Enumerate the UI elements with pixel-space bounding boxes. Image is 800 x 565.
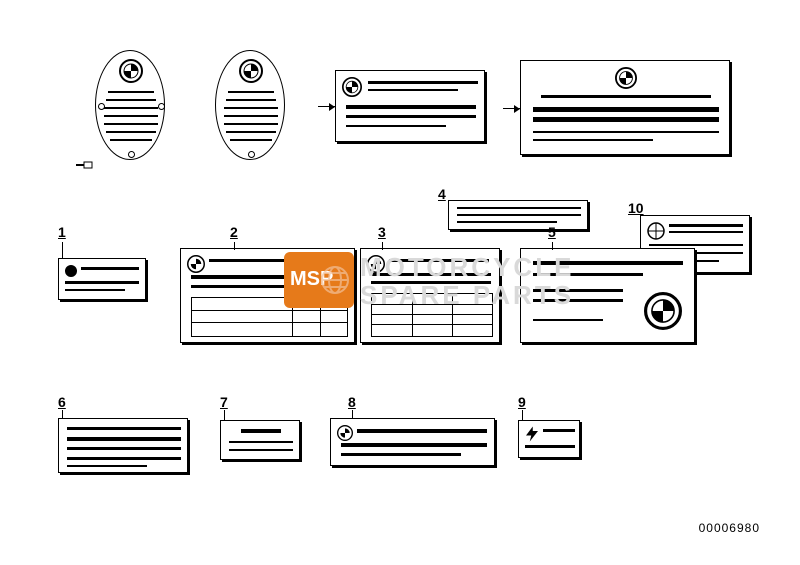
callout-8: 8 (348, 394, 356, 410)
plate-4 (448, 200, 588, 230)
bmw-logo-icon (367, 255, 385, 273)
callout-2: 2 (230, 224, 238, 240)
dot-icon (65, 265, 77, 277)
plate-1 (58, 258, 146, 300)
plate-6 (58, 418, 188, 473)
callout-4: 4 (438, 186, 446, 202)
plate-top-right (520, 60, 730, 155)
arrowhead-icon (329, 103, 335, 111)
leader-line (352, 410, 353, 418)
diagram-canvas: 1 2 3 4 5 10 6 7 8 9 MSP MOTORCYCLE SPAR… (0, 0, 800, 565)
arrowhead-icon (514, 105, 520, 113)
watermark-badge: MSP (284, 252, 354, 308)
globe-icon (320, 265, 350, 295)
leader-line (224, 410, 225, 420)
callout-5: 5 (548, 224, 556, 240)
leader-line (62, 410, 63, 418)
plate-oval-right (215, 50, 285, 160)
bmw-logo-icon (239, 59, 263, 83)
callout-6: 6 (58, 394, 66, 410)
callout-7: 7 (220, 394, 228, 410)
plate-8 (330, 418, 495, 466)
leader-line (552, 242, 553, 250)
plate-5 (520, 248, 695, 343)
bmw-logo-icon (187, 255, 205, 273)
plate-top-mid (335, 70, 485, 142)
bmw-logo-icon (342, 77, 362, 97)
callout-10: 10 (628, 200, 644, 216)
plate-3 (360, 248, 500, 343)
plate-7 (220, 420, 300, 460)
leader-line (234, 242, 235, 250)
leader-line (382, 242, 383, 250)
plate-oval-left (95, 50, 165, 160)
leader-line (522, 410, 523, 420)
bmw-logo-icon (644, 292, 682, 330)
callout-9: 9 (518, 394, 526, 410)
bmw-logo-icon (337, 425, 353, 441)
screw-icon (76, 160, 94, 174)
bmw-logo-icon (119, 59, 143, 83)
leader-line (62, 242, 63, 258)
spark-icon (523, 425, 541, 443)
circle-cross-icon (647, 222, 665, 240)
plate-9 (518, 420, 580, 458)
callout-3: 3 (378, 224, 386, 240)
callout-1: 1 (58, 224, 66, 240)
bmw-logo-icon (615, 67, 637, 89)
reference-id: 00006980 (699, 521, 760, 535)
